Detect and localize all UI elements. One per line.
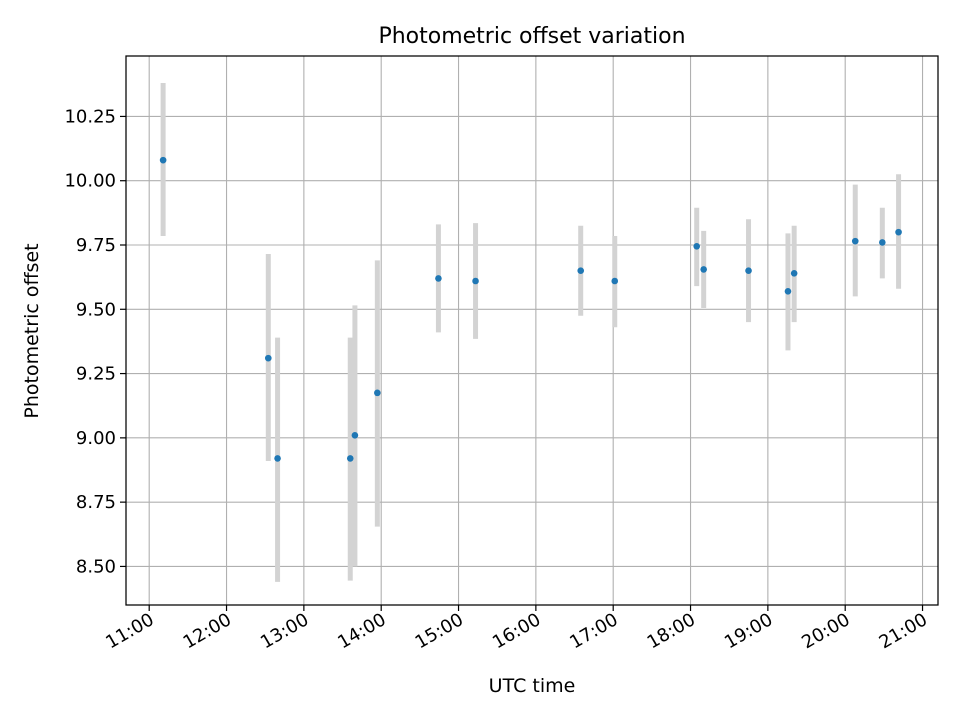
data-point xyxy=(895,229,902,236)
y-tick-label: 8.75 xyxy=(76,492,116,513)
y-tick-label: 9.00 xyxy=(76,428,116,449)
data-point xyxy=(160,157,167,164)
data-point xyxy=(577,267,584,274)
y-tick-label: 9.25 xyxy=(76,364,116,385)
x-axis-label: UTC time xyxy=(489,675,576,697)
y-tick-label: 10.00 xyxy=(64,171,116,192)
data-point xyxy=(693,243,700,250)
data-point xyxy=(745,267,752,274)
data-point xyxy=(700,266,707,273)
data-point xyxy=(347,455,354,462)
data-point xyxy=(374,390,381,397)
chart-title: Photometric offset variation xyxy=(378,24,685,49)
data-point xyxy=(852,238,859,245)
y-tick-label: 9.75 xyxy=(76,235,116,256)
data-point xyxy=(879,239,886,246)
data-point xyxy=(274,455,281,462)
data-point xyxy=(785,288,792,295)
data-point xyxy=(435,275,442,282)
y-tick-label: 10.25 xyxy=(64,106,116,127)
y-axis-label: Photometric offset xyxy=(21,243,43,418)
data-point xyxy=(352,432,359,439)
y-tick-label: 8.50 xyxy=(76,556,116,577)
data-point xyxy=(472,278,479,285)
data-point xyxy=(611,278,618,285)
y-tick-label: 9.50 xyxy=(76,299,116,320)
data-point xyxy=(265,355,272,362)
data-point xyxy=(791,270,798,277)
